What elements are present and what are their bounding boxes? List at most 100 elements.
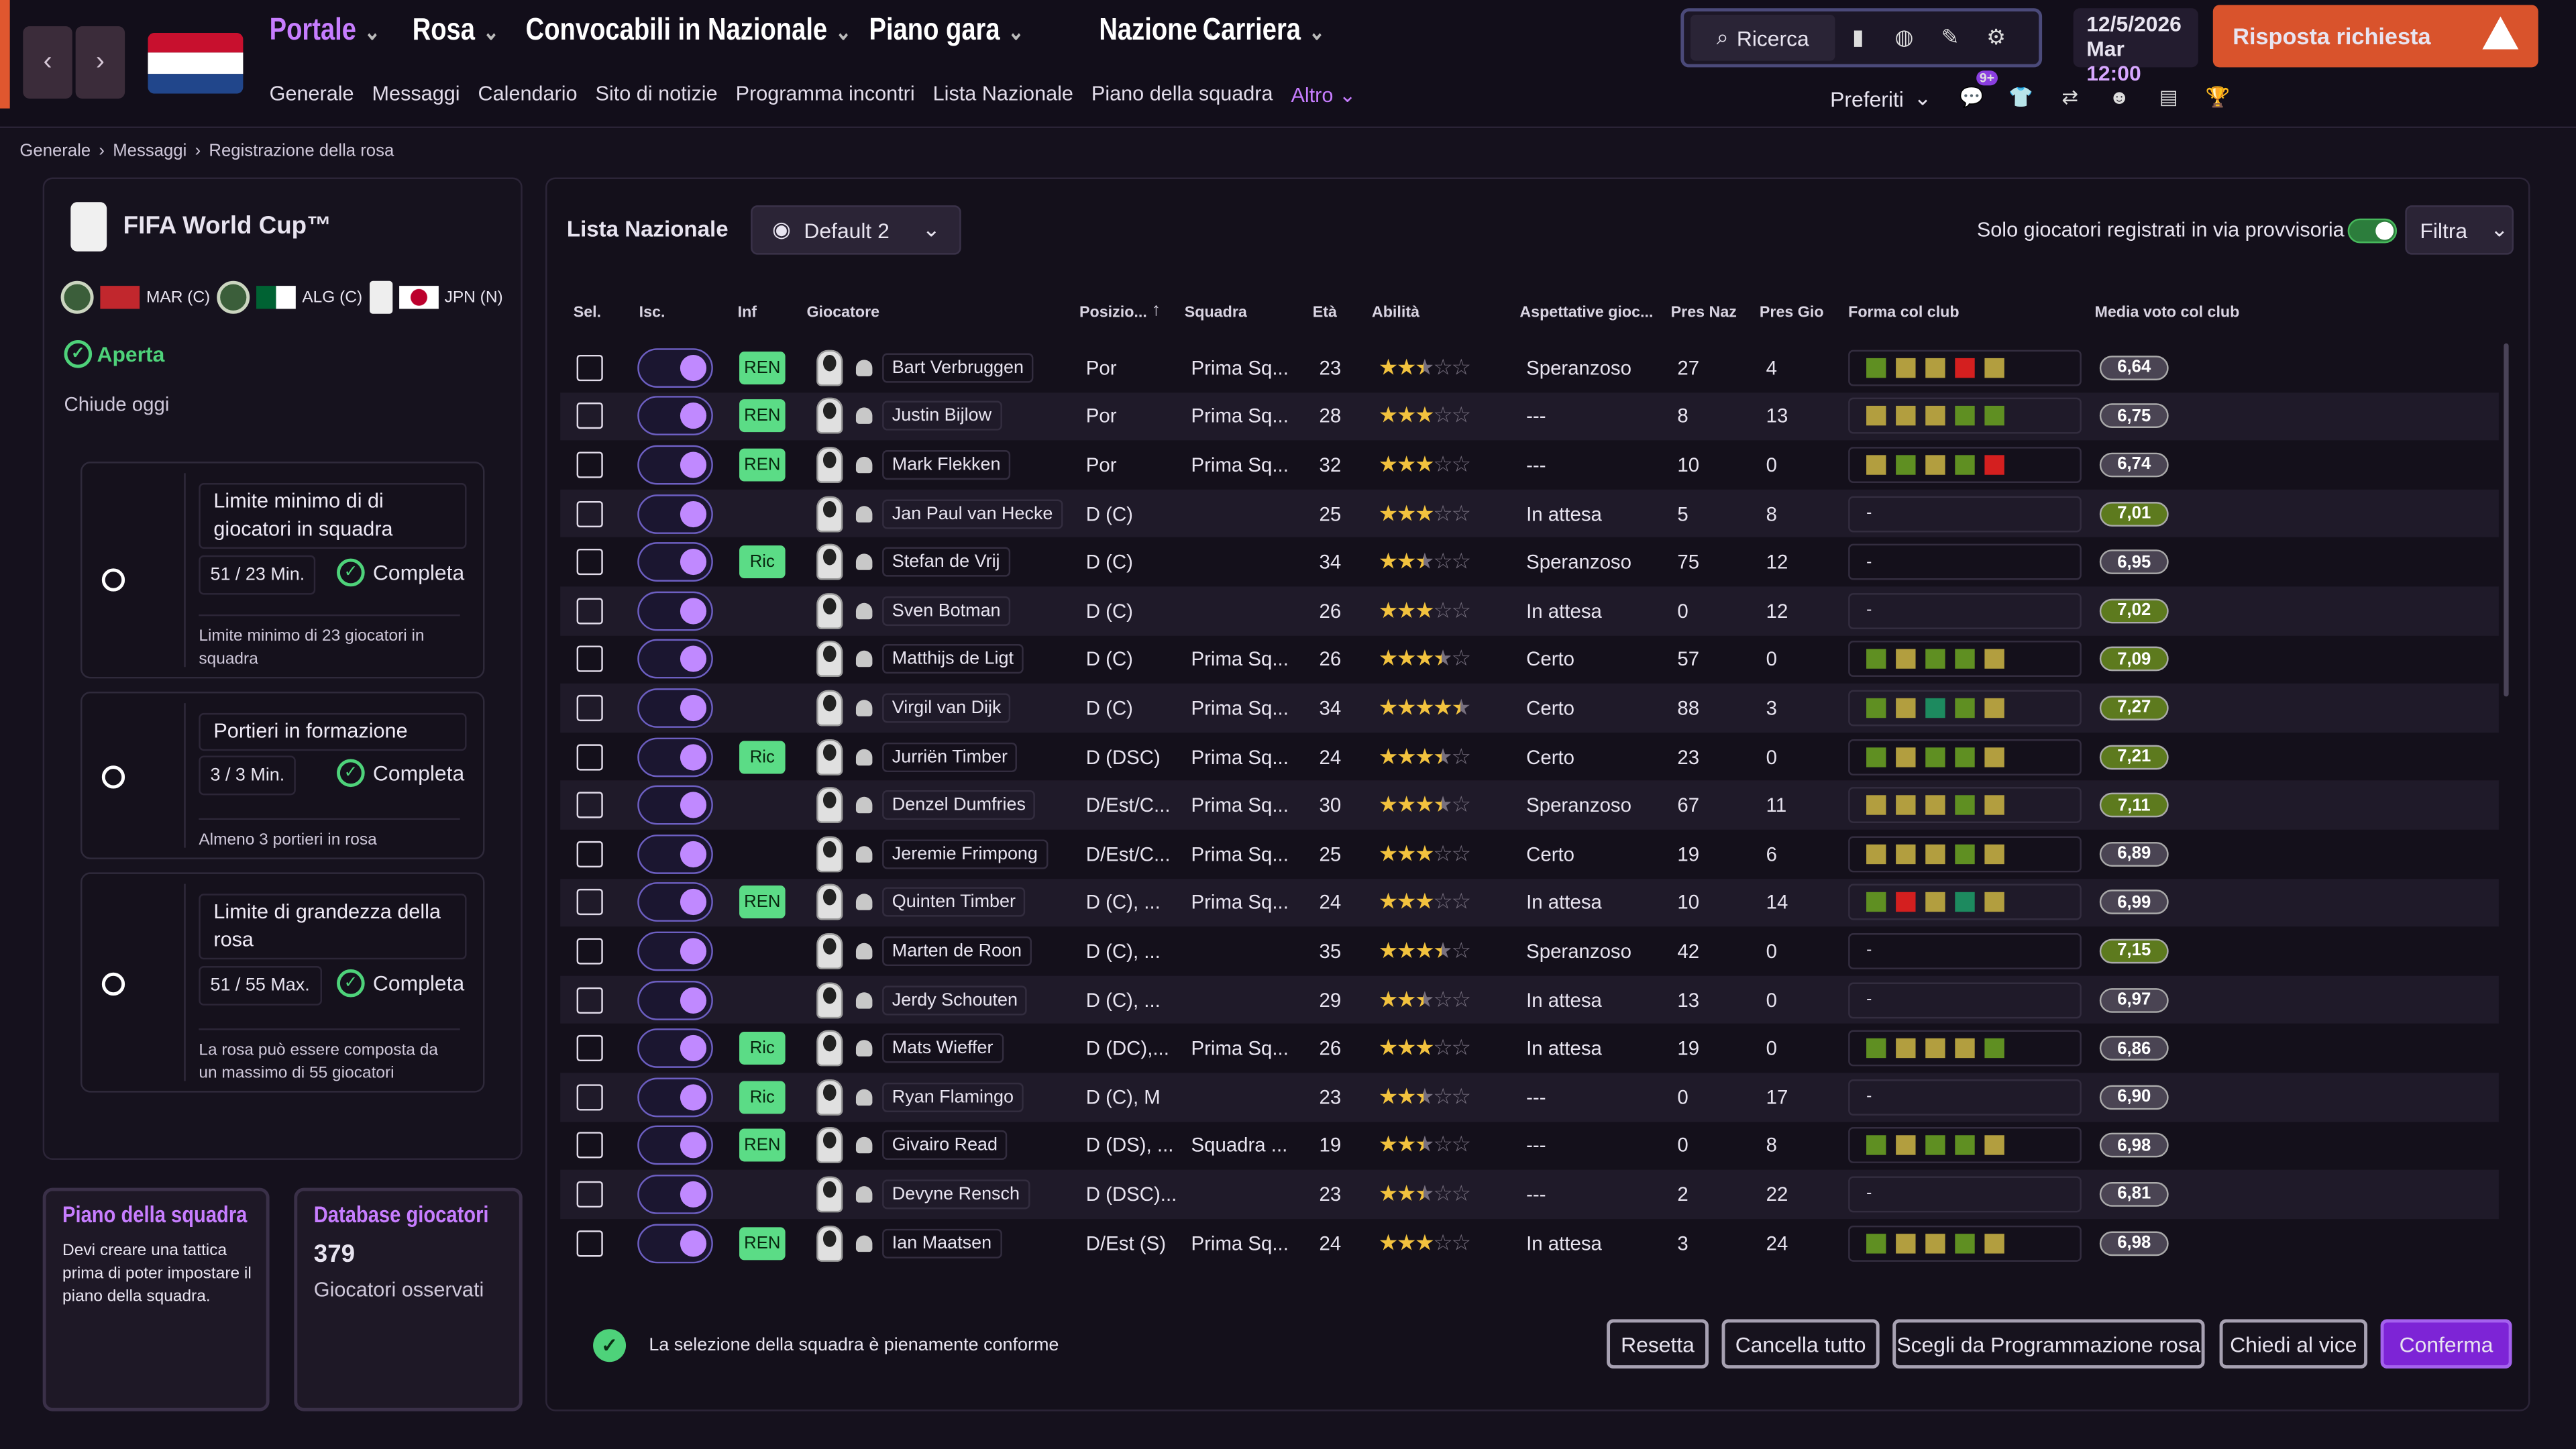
player-profile-icon[interactable] [855, 991, 873, 1008]
player-name[interactable]: Matthijs de Ligt [882, 644, 1024, 675]
table-row[interactable]: REN Ian Maatsen D/Est (S) Prima Sq... 24… [560, 1219, 2499, 1267]
transfer-icon[interactable]: ⇄ [2061, 85, 2079, 109]
table-row[interactable]: Jeremie Frimpong D/Est/C... Prima Sq... … [560, 830, 2499, 878]
select-checkbox[interactable] [576, 597, 603, 625]
player-name[interactable]: Mark Flekken [882, 449, 1011, 480]
player-name[interactable]: Jerdy Schouten [882, 985, 1028, 1015]
submenu-item[interactable]: Generale [269, 82, 354, 105]
register-toggle[interactable] [637, 445, 713, 485]
player-name[interactable]: Givairo Read [882, 1130, 1008, 1161]
menu-convocabili-in-nazionale[interactable]: Convocabili in Nazionale ⌄ [526, 13, 851, 50]
table-row[interactable]: Sven Botman D (C) 26 ★★★☆☆ In attesa 0 1… [560, 586, 2499, 635]
player-profile-icon[interactable] [855, 943, 873, 960]
table-row[interactable]: REN Quinten Timber D (C), ... Prima Sq..… [560, 878, 2499, 927]
table-row[interactable]: Marten de Roon D (C), ... 35 ★★★★☆ Spera… [560, 927, 2499, 975]
player-name[interactable]: Jurriën Timber [882, 741, 1018, 772]
column-header[interactable]: Pres Naz [1670, 304, 1737, 323]
select-checkbox[interactable] [576, 402, 603, 430]
player-profile-icon[interactable] [855, 456, 873, 474]
register-toggle[interactable] [637, 834, 713, 874]
rule-radio[interactable] [101, 568, 125, 592]
table-row[interactable]: Ric Mats Wieffer D (DC),... Prima Sq... … [560, 1024, 2499, 1073]
register-toggle[interactable] [637, 931, 713, 971]
select-checkbox[interactable] [576, 1230, 603, 1256]
register-toggle[interactable] [637, 980, 713, 1020]
player-profile-icon[interactable] [855, 505, 873, 522]
select-checkbox[interactable] [576, 694, 603, 722]
date-display[interactable]: 12/5/2026 Mar 12:00 [2073, 8, 2198, 85]
player-profile-icon[interactable] [855, 1089, 873, 1106]
submenu-item[interactable]: Piano della squadra [1091, 82, 1273, 105]
column-header[interactable]: Squadra [1184, 304, 1247, 323]
player-profile-icon[interactable] [855, 845, 873, 863]
submenu-item[interactable]: Sito di notizie [595, 82, 718, 105]
player-name[interactable]: Jeremie Frimpong [882, 839, 1048, 869]
globe-icon[interactable]: ◍ [1894, 24, 1914, 50]
register-toggle[interactable] [637, 1126, 713, 1166]
table-row[interactable]: REN Givairo Read D (DS), ... Squadra ...… [560, 1122, 2499, 1170]
forward-button[interactable]: › [75, 26, 125, 99]
select-checkbox[interactable] [576, 743, 603, 770]
player-profile-icon[interactable] [855, 894, 873, 911]
submenu-item[interactable]: Calendario [478, 82, 578, 105]
shirt-icon[interactable]: 👕 [2008, 85, 2033, 109]
favorites-dropdown[interactable]: Preferiti ⌄ [1830, 85, 1931, 111]
notes-icon[interactable]: ▮ [1852, 24, 1864, 50]
player-name[interactable]: Quinten Timber [882, 888, 1026, 918]
team-plan-card[interactable]: Piano della squadra Devi creare una tatt… [42, 1187, 270, 1411]
sort-ascending-icon[interactable]: ↑ [1151, 301, 1161, 321]
breadcrumb-item[interactable]: Messaggi [113, 141, 187, 162]
provisional-toggle[interactable] [2347, 218, 2398, 244]
register-toggle[interactable] [637, 786, 713, 825]
menu-nazione[interactable]: Nazione ⌄ [1099, 13, 1221, 50]
column-header[interactable]: Giocatore [806, 304, 880, 323]
select-checkbox[interactable] [576, 1083, 603, 1111]
table-row[interactable]: Virgil van Dijk D (C) Prima Sq... 34 ★★★… [560, 684, 2499, 733]
select-checkbox[interactable] [576, 986, 603, 1014]
table-row[interactable]: Devyne Rensch D (DSC)... 23 ★★★☆☆ --- 2 … [560, 1170, 2499, 1219]
action-button-chiedi-al-vice[interactable]: Chiedi al vice [2219, 1319, 2368, 1369]
register-toggle[interactable] [637, 542, 713, 582]
column-header[interactable]: Media voto col club [2094, 304, 2240, 323]
select-checkbox[interactable] [576, 1132, 603, 1159]
player-profile-icon[interactable] [855, 1040, 873, 1057]
column-header[interactable]: Inf [737, 304, 757, 323]
table-row[interactable]: Matthijs de Ligt D (C) Prima Sq... 26 ★★… [560, 635, 2499, 684]
register-toggle[interactable] [637, 591, 713, 631]
player-name[interactable]: Virgil van Dijk [882, 693, 1012, 723]
select-checkbox[interactable] [576, 938, 603, 965]
register-toggle[interactable] [637, 737, 713, 777]
response-required-button[interactable]: Risposta richiesta [2212, 5, 2538, 68]
select-checkbox[interactable] [576, 500, 603, 527]
chat-icon[interactable]: 💬 9+ [1955, 70, 1998, 113]
menu-piano-gara[interactable]: Piano gara ⌄ [869, 13, 1024, 50]
player-name[interactable]: Bart Verbruggen [882, 353, 1034, 383]
submenu-item-active[interactable]: Altro ⌄ [1291, 82, 1356, 107]
select-checkbox[interactable] [576, 549, 603, 576]
back-button[interactable]: ‹ [23, 26, 72, 99]
table-row[interactable]: Jerdy Schouten D (C), ... 29 ★★★☆☆ In at… [560, 975, 2499, 1024]
player-name[interactable]: Ryan Flamingo [882, 1082, 1024, 1112]
action-button-conferma[interactable]: Conferma [2380, 1319, 2512, 1369]
view-dropdown[interactable]: ◉ Default 2 ⌄ [751, 205, 961, 255]
search-button[interactable]: ⌕ Ricerca [1690, 15, 1835, 61]
select-checkbox[interactable] [576, 792, 603, 819]
player-profile-icon[interactable] [855, 408, 873, 425]
player-profile-icon[interactable] [855, 1234, 873, 1252]
staff-icon[interactable]: ☻ [2108, 85, 2130, 109]
select-checkbox[interactable] [576, 889, 603, 916]
select-checkbox[interactable] [576, 451, 603, 478]
register-toggle[interactable] [637, 1028, 713, 1069]
document-icon[interactable]: ▤ [2159, 85, 2178, 109]
menu-carriera[interactable]: Carriera ⌄ [1203, 13, 1325, 50]
table-row[interactable]: REN Justin Bijlow Por Prima Sq... 28 ★★★… [560, 392, 2499, 441]
register-toggle[interactable] [637, 688, 713, 728]
action-button-scegli-da-programmazione-rosa[interactable]: Scegli da Programmazione rosa [1892, 1319, 2205, 1369]
column-header[interactable]: Aspettative gioc... [1519, 304, 1654, 323]
register-toggle[interactable] [637, 347, 713, 388]
player-profile-icon[interactable] [855, 1137, 873, 1155]
register-toggle[interactable] [637, 1174, 713, 1214]
player-name[interactable]: Justin Bijlow [882, 401, 1002, 431]
column-header[interactable]: Pres Gio [1759, 304, 1824, 323]
player-name[interactable]: Stefan de Vrij [882, 547, 1010, 578]
